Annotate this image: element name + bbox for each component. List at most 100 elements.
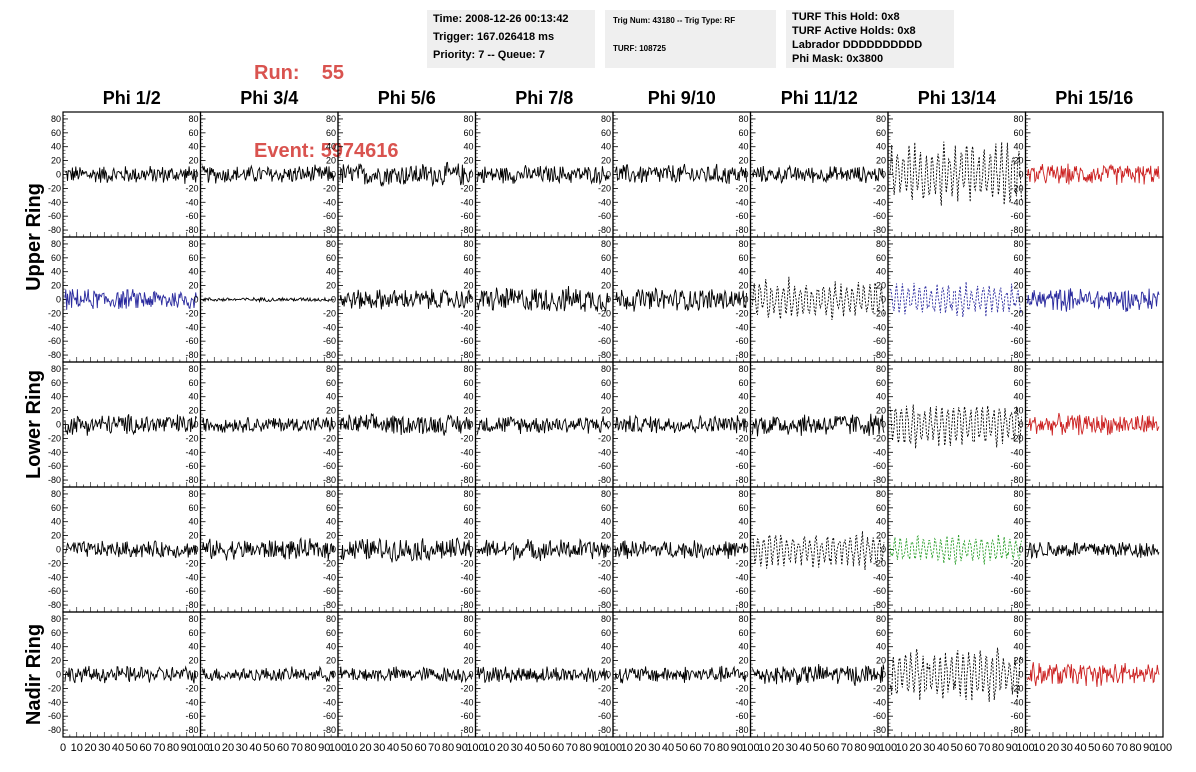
y-tick-label: 20 xyxy=(463,531,473,541)
y-tick-label: 40 xyxy=(738,142,748,152)
x-tick-label: 70 xyxy=(703,742,715,754)
y-tick-label: -40 xyxy=(598,322,611,332)
y-tick-label: 40 xyxy=(738,517,748,527)
x-tick-label: 100 xyxy=(879,742,897,754)
y-tick-label: 40 xyxy=(51,517,61,527)
waveform-panel: -80 -60 -40 -20 0 20 40 60 80 xyxy=(460,111,614,238)
column-title: Phi 5/6 xyxy=(378,88,436,108)
panel-frame xyxy=(62,486,202,613)
y-tick-label: 20 xyxy=(51,656,61,666)
y-tick-label: -80 xyxy=(323,725,336,735)
y-tick-label: -80 xyxy=(185,725,198,735)
y-tick-label: -60 xyxy=(873,586,886,596)
waveform-trace xyxy=(339,288,472,310)
y-tick-label: -20 xyxy=(735,433,748,443)
y-tick-label: 0 xyxy=(1018,545,1023,555)
y-tick-label: 0 xyxy=(606,295,611,305)
x-tick-label: 90 xyxy=(868,742,880,754)
x-tick-label: 100 xyxy=(1154,742,1172,754)
column-title: Phi 13/14 xyxy=(918,88,996,108)
y-tick-label: -80 xyxy=(460,475,473,485)
y-tick-label: 20 xyxy=(188,156,198,166)
x-tick-label: 30 xyxy=(98,742,110,754)
y-tick-label: -40 xyxy=(323,572,336,582)
x-tick-label: 10 xyxy=(1033,742,1045,754)
y-tick-label: -80 xyxy=(873,475,886,485)
y-tick-label: -80 xyxy=(323,350,336,360)
y-tick-label: 80 xyxy=(188,489,198,499)
x-tick-label: 20 xyxy=(222,742,234,754)
waveform-panel: -80 -60 -40 -20 0 20 40 60 80 xyxy=(323,611,477,738)
waveform-panel: -80 -60 -40 -20 0 20 40 60 80 xyxy=(48,236,202,363)
y-tick-label: 0 xyxy=(331,170,336,180)
y-tick-label: -60 xyxy=(598,461,611,471)
waveform-trace xyxy=(64,665,197,684)
row-title: Nadir Ring xyxy=(23,624,45,725)
y-tick-label: -60 xyxy=(735,211,748,221)
y-tick-label: -40 xyxy=(598,572,611,582)
x-tick-label: 70 xyxy=(1116,742,1128,754)
y-tick-label: 60 xyxy=(188,253,198,263)
waveform-panel: -80 -60 -40 -20 0 20 40 60 80 xyxy=(323,486,477,613)
y-tick-label: -20 xyxy=(185,183,198,193)
y-tick-label: 80 xyxy=(326,364,336,374)
x-tick-label: 50 xyxy=(126,742,138,754)
y-tick-label: 40 xyxy=(738,642,748,652)
waveform-trace xyxy=(202,536,335,561)
x-tick-label: 40 xyxy=(249,742,261,754)
y-tick-label: -80 xyxy=(873,225,886,235)
waveform-panel: -80 -60 -40 -20 0 20 40 60 80 xyxy=(1010,611,1164,738)
waveform-trace xyxy=(889,281,1022,318)
y-tick-label: 20 xyxy=(1013,531,1023,541)
y-tick-label: 60 xyxy=(51,378,61,388)
waveform-trace xyxy=(752,276,885,320)
y-tick-label: -20 xyxy=(460,433,473,443)
y-tick-label: -60 xyxy=(873,211,886,221)
waveform-panel: -80 -60 -40 -20 0 20 40 60 80 xyxy=(873,361,1027,488)
y-tick-label: 60 xyxy=(51,503,61,513)
x-tick-label: 50 xyxy=(538,742,550,754)
waveform-panel: -80 -60 -40 -20 0 20 40 60 80 xyxy=(48,611,202,738)
y-tick-label: -80 xyxy=(185,600,198,610)
y-tick-label: 80 xyxy=(326,114,336,124)
y-tick-label: 60 xyxy=(326,628,336,638)
y-tick-label: 60 xyxy=(601,128,611,138)
x-tick-label: 90 xyxy=(731,742,743,754)
x-tick-label: 30 xyxy=(511,742,523,754)
y-tick-label: -20 xyxy=(48,558,61,568)
y-tick-label: -40 xyxy=(323,447,336,457)
y-tick-label: -80 xyxy=(598,475,611,485)
x-tick-label: 20 xyxy=(772,742,784,754)
x-tick-label: 0 xyxy=(60,742,66,754)
y-tick-label: -80 xyxy=(460,725,473,735)
y-tick-label: 40 xyxy=(601,392,611,402)
y-tick-label: -40 xyxy=(323,322,336,332)
y-tick-label: 0 xyxy=(1018,170,1023,180)
waveform-trace xyxy=(752,164,885,185)
y-tick-label: 20 xyxy=(326,531,336,541)
y-tick-label: -40 xyxy=(735,697,748,707)
y-tick-label: 0 xyxy=(606,420,611,430)
row-title: Upper Ring xyxy=(23,183,45,291)
y-tick-label: 0 xyxy=(193,545,198,555)
y-tick-label: 0 xyxy=(193,420,198,430)
y-tick-label: 20 xyxy=(51,281,61,291)
y-tick-label: -80 xyxy=(48,600,61,610)
y-tick-label: 40 xyxy=(188,267,198,277)
waveform-trace xyxy=(477,538,610,562)
y-tick-label: 0 xyxy=(56,670,61,680)
y-tick-label: 60 xyxy=(188,628,198,638)
y-tick-label: 60 xyxy=(876,253,886,263)
y-tick-label: 40 xyxy=(326,267,336,277)
x-tick-label: 70 xyxy=(566,742,578,754)
y-tick-label: -20 xyxy=(185,308,198,318)
y-tick-label: -40 xyxy=(873,697,886,707)
y-tick-label: -40 xyxy=(48,572,61,582)
y-tick-label: 20 xyxy=(601,281,611,291)
y-tick-label: 40 xyxy=(326,392,336,402)
y-tick-label: 80 xyxy=(51,489,61,499)
labrador-text: Labrador DDDDDDDDDD xyxy=(792,39,923,51)
waveform-trace xyxy=(752,531,885,571)
trigger-text: Trigger: 167.026418 ms xyxy=(433,31,555,43)
waveform-trace xyxy=(1027,163,1160,185)
